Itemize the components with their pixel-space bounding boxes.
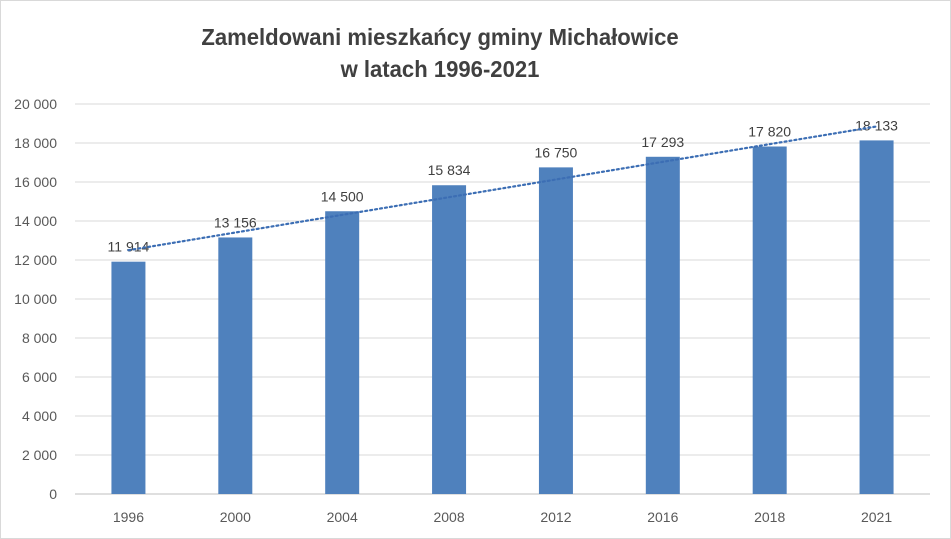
data-label: 16 750: [535, 144, 578, 160]
data-label: 17 293: [641, 134, 684, 150]
y-tick-label: 2 000: [22, 447, 57, 463]
chart-title-line2: w latach 1996-2021: [340, 56, 540, 82]
bar: [432, 185, 467, 494]
bar: [111, 261, 146, 494]
x-tick-label: 2000: [220, 509, 251, 525]
y-tick-label: 12 000: [14, 252, 57, 268]
y-tick-label: 18 000: [14, 135, 57, 151]
bar: [538, 167, 573, 494]
x-tick-label: 2021: [861, 509, 892, 525]
y-tick-label: 10 000: [14, 291, 57, 307]
x-tick-label: 2016: [647, 509, 678, 525]
data-label: 11 914: [108, 239, 150, 255]
bar: [859, 140, 894, 494]
bar: [218, 237, 253, 494]
x-tick-label: 2018: [754, 509, 785, 525]
y-tick-label: 4 000: [22, 408, 57, 424]
data-label: 14 500: [321, 188, 364, 204]
trendline: [127, 125, 878, 252]
x-tick-label: 2004: [327, 509, 358, 525]
bar: [645, 156, 680, 494]
bar: [752, 146, 787, 494]
x-tick-label: 2008: [433, 509, 464, 525]
y-tick-label: 0: [49, 486, 57, 502]
y-tick-label: 16 000: [14, 174, 57, 190]
chart-title-line1: Zameldowani mieszkańcy gminy Michałowice: [201, 24, 679, 50]
y-tick-label: 20 000: [14, 96, 57, 112]
x-tick-label: 1996: [113, 509, 144, 525]
data-label: 15 834: [428, 162, 471, 178]
data-label: 13 156: [214, 214, 257, 230]
bar: [325, 211, 360, 494]
data-label: 17 820: [748, 124, 791, 140]
y-tick-label: 8 000: [22, 330, 57, 346]
x-tick-label: 2012: [540, 509, 571, 525]
y-tick-label: 14 000: [14, 213, 57, 229]
data-label: 18 133: [855, 117, 898, 133]
y-tick-label: 6 000: [22, 369, 57, 385]
